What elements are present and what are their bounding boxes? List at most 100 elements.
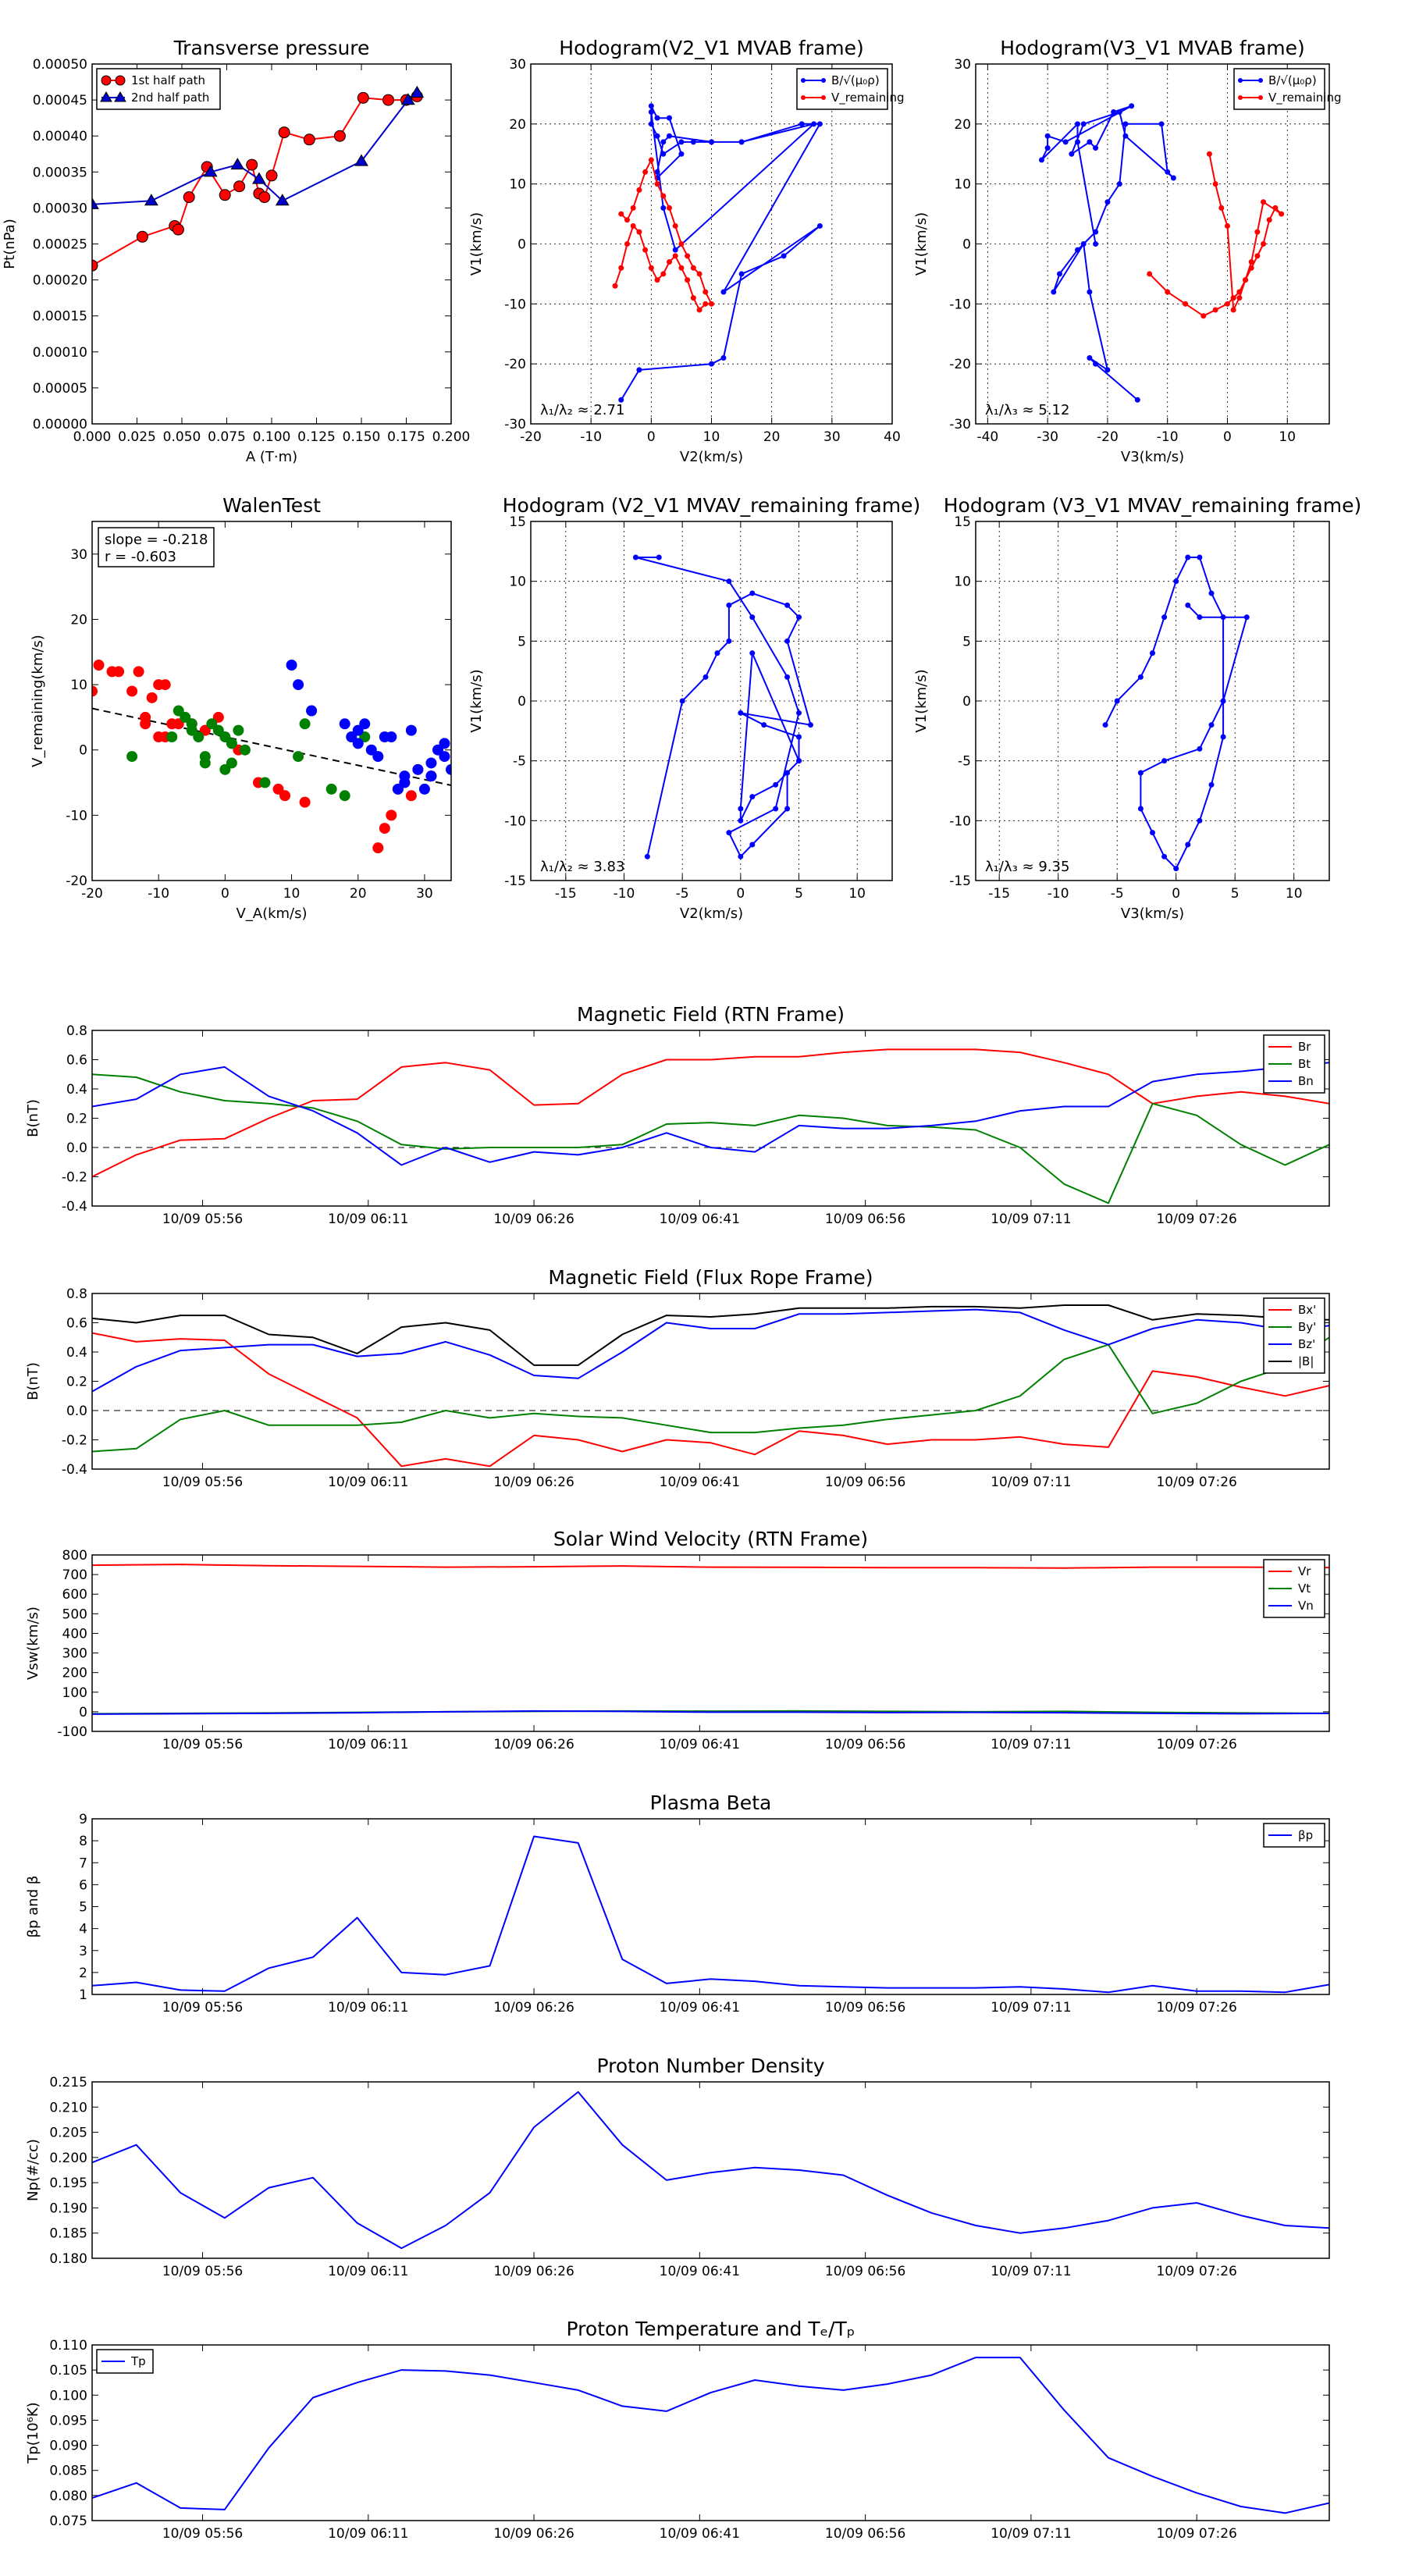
x-tick-label: 10/09 05:56 [162,1212,243,1227]
data-point [644,853,650,859]
x-tick-label: 20 [763,429,781,445]
data-point [773,781,779,788]
x-tick-label: -15 [555,886,577,902]
x-tick-label: -10 [1157,429,1179,445]
data-point [219,189,231,201]
data-point [1208,590,1215,596]
data-point [126,685,138,697]
data-point [425,770,437,782]
y-axis-label: Tp(10⁶K) [25,2402,41,2464]
data-point [672,222,678,229]
x-tick-label: 10/09 06:56 [825,2000,905,2016]
data-point [1161,614,1168,621]
y-axis-label: Pt(nPa) [2,219,18,269]
legend-label: Vr [1298,1564,1311,1578]
x-tick-label: 10/09 06:56 [825,2264,905,2279]
data-point [259,777,271,788]
data-point [339,718,350,730]
data-point [796,710,802,716]
data-point [678,151,685,157]
data-point [648,103,654,109]
legend-marker [1238,95,1243,100]
x-tick-label: 40 [884,429,901,445]
data-point [1183,301,1189,307]
data-point [1075,247,1081,253]
y-tick-label: 100 [62,1685,87,1701]
series-line [92,2357,1329,2514]
chart-title: Magnetic Field (RTN Frame) [577,1003,845,1026]
data-point [278,126,290,139]
data-point [726,602,732,608]
plot-frame [91,1818,1330,1995]
y-tick-label: 30 [954,57,971,73]
x-axis-label: V3(km/s) [1121,906,1184,922]
plot-frame [91,63,452,425]
data-point [702,674,709,680]
data-point [275,194,290,206]
data-point [672,247,678,253]
y-tick-label: -0.4 [62,1462,87,1478]
data-point [636,229,642,235]
y-tick-label: 200 [62,1666,87,1681]
legend-label: Vt [1298,1582,1311,1596]
x-tick-label: 10/09 06:26 [493,2000,574,2016]
y-tick-label: -10 [504,297,526,312]
data-point [636,187,642,193]
chart-vsw: Solar Wind Velocity (RTN Frame) 10/09 05:… [25,1528,1330,1752]
y-tick-label: 0.195 [49,2176,87,2191]
series-line [92,1835,1329,1994]
data-point [1272,205,1279,211]
x-tick-label: 0.075 [208,429,246,445]
x-tick-label: -10 [148,886,169,902]
data-point [405,724,417,736]
y-tick-label: 0.095 [49,2413,87,2428]
x-tick-label: 0 [1223,429,1232,445]
data-point [146,692,158,703]
series-line [635,557,812,858]
y-axis-label: V_remaining(km/s) [30,635,46,767]
data-point [230,158,245,170]
data-point [678,139,685,145]
x-tick-label: 10 [1286,886,1303,902]
y-tick-label: -30 [949,417,971,432]
y-tick-label: 0.6 [66,1316,87,1332]
y-tick-label: -0.4 [62,1199,87,1215]
data-point [405,790,417,802]
x-tick-label: 10 [283,886,301,902]
y-tick-label: 0.8 [66,1023,87,1039]
data-point [632,554,638,560]
data-point [654,181,660,187]
x-tick-label: 10/09 05:56 [162,1737,243,1752]
x-tick-label: 10/09 06:41 [660,2526,740,2542]
data-point [784,770,791,776]
data-point [1069,151,1075,157]
chart-h3: Hodogram (V2_V1 MVAV_remaining frame) -15… [468,494,920,922]
y-tick-label: 0.075 [49,2514,87,2529]
data-point [1093,145,1099,151]
plot-frame [91,1554,1330,1732]
data-point [1185,554,1191,560]
data-point [1197,614,1203,621]
data-point [1218,205,1225,211]
data-point [410,85,425,98]
data-point [1044,145,1051,151]
data-point [1208,781,1215,788]
data-point [642,247,649,253]
data-point [656,554,662,560]
y-tick-label: 20 [509,117,526,133]
data-point [359,718,371,730]
x-tick-label: -40 [976,429,998,445]
y-tick-label: 600 [62,1587,87,1603]
data-point [1266,217,1272,223]
y-tick-label: 0.190 [49,2201,87,2216]
x-tick-label: 10/09 06:26 [493,2264,574,2279]
x-tick-label: 10/09 06:41 [660,2264,740,2279]
data-point [660,151,667,157]
data-point [738,271,745,277]
data-point [1093,241,1099,247]
series-line [614,158,713,311]
plot-frame [530,521,893,881]
y-axis-label: V1(km/s) [913,669,930,732]
x-tick-label: 0.125 [297,429,336,445]
data-point [333,130,346,142]
